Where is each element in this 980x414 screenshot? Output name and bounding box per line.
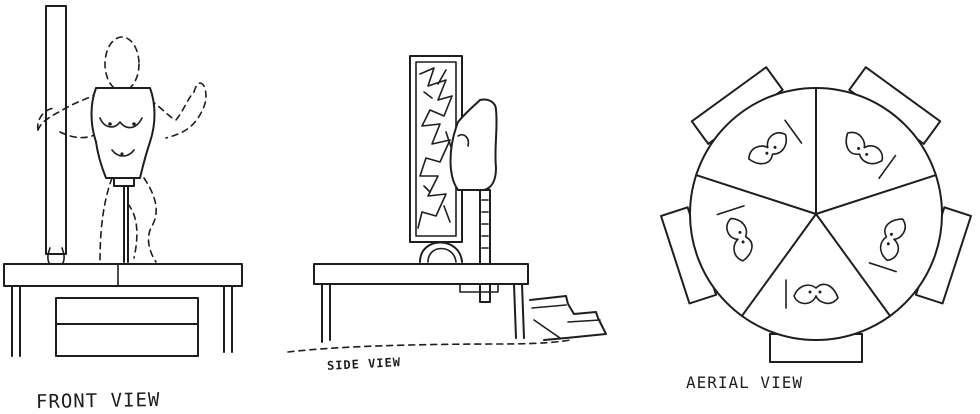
figure-inner-leg-dashed: [127, 203, 138, 259]
aerial-slab-bottom: [769, 333, 863, 363]
side-table-leg-right-inner: [521, 283, 525, 339]
figure-left-leg-dashed: [99, 177, 113, 263]
side-arch-base-inner: [427, 247, 457, 263]
side-torso: [449, 98, 498, 191]
front-pole: [45, 5, 67, 255]
front-torso-belly: [111, 149, 135, 157]
aerial-figure-3: [785, 279, 839, 309]
front-torso-navel: [120, 152, 124, 156]
figure-right-arm-dashed: [149, 82, 207, 139]
aerial-figure-1: [845, 131, 897, 180]
side-mirror-crack-detail: [423, 69, 453, 223]
front-torso-breasts: [99, 117, 143, 129]
figure-left-hand-dashed: [36, 107, 57, 131]
side-step-1-edge: [531, 304, 567, 309]
side-mirror-crack-pattern: [417, 67, 453, 229]
side-step-2-edge: [567, 319, 601, 323]
side-arch-base: [419, 241, 463, 263]
front-torso-collar: [113, 177, 135, 187]
side-mirror-inner: [415, 61, 457, 237]
aerial-view-drawing: [660, 66, 972, 363]
front-torso: [90, 87, 156, 179]
front-table-drawer-top: [55, 297, 199, 325]
figure-head-dashed: [104, 36, 140, 92]
front-view-label: FRONT VIEW: [35, 388, 161, 414]
side-view-drawing: [287, 55, 607, 353]
aerial-dividers: [695, 87, 937, 317]
side-steps: [529, 295, 607, 341]
aerial-sector-figures: [716, 119, 906, 309]
front-table-drawer-bottom: [55, 323, 199, 357]
aerial-figure-5: [748, 119, 803, 165]
aerial-view-label: AERIAL VIEW: [686, 373, 803, 392]
side-floor-line-dashed: [287, 339, 571, 353]
aerial-figure-4: [716, 205, 753, 262]
side-tabletop: [313, 263, 529, 285]
figure-right-leg-dashed: [143, 177, 157, 263]
aerial-figure-2: [868, 218, 906, 273]
side-table-leg-right: [513, 283, 517, 339]
side-stand-post: [479, 189, 491, 303]
front-torso-mark-left: [108, 122, 112, 126]
side-steps-brace: [533, 319, 561, 339]
aerial-base-slabs: [660, 66, 972, 363]
front-torso-mark-right: [132, 122, 136, 126]
front-tabletop: [3, 263, 243, 287]
front-view-drawing: [3, 5, 243, 357]
side-torso-chest: [457, 133, 470, 147]
side-stand-ticks: [481, 199, 489, 249]
side-table-bracket: [459, 283, 499, 293]
